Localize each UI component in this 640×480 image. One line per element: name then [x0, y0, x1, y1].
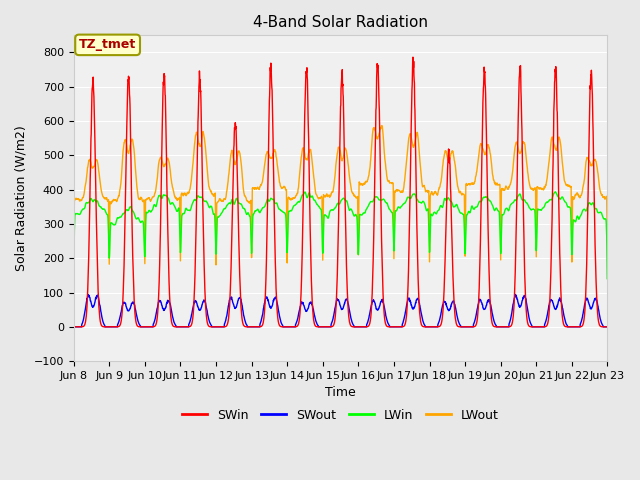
- Line: SWin: SWin: [74, 57, 607, 327]
- SWout: [511, 292, 519, 298]
- LWin: [70, 281, 77, 287]
- LWin: [495, 209, 503, 215]
- LWout: [496, 181, 504, 187]
- Line: LWout: LWout: [74, 126, 607, 265]
- SWout: [604, 324, 611, 330]
- SWout: [367, 303, 375, 309]
- LWin: [572, 219, 579, 225]
- LWin: [604, 276, 611, 282]
- SWin: [556, 268, 564, 274]
- SWout: [556, 298, 564, 304]
- LWin: [556, 196, 564, 202]
- LWout: [356, 180, 364, 186]
- LWin: [552, 189, 559, 195]
- SWout: [495, 324, 503, 330]
- LWout: [367, 145, 375, 151]
- SWin: [356, 324, 364, 330]
- LWin: [356, 214, 364, 220]
- Legend: SWin, SWout, LWin, LWout: SWin, SWout, LWin, LWout: [177, 404, 504, 427]
- X-axis label: Time: Time: [325, 386, 356, 399]
- SWin: [70, 324, 77, 330]
- SWout: [219, 324, 227, 330]
- LWin: [367, 199, 375, 204]
- Line: LWin: LWin: [74, 192, 607, 284]
- SWin: [367, 310, 375, 315]
- SWin: [409, 54, 417, 60]
- SWin: [572, 324, 579, 330]
- SWout: [70, 324, 77, 330]
- SWout: [572, 324, 579, 330]
- LWout: [219, 198, 227, 204]
- LWout: [70, 260, 77, 266]
- Y-axis label: Solar Radiation (W/m2): Solar Radiation (W/m2): [15, 125, 28, 271]
- LWout: [378, 123, 386, 129]
- LWout: [572, 192, 579, 198]
- SWin: [219, 324, 227, 330]
- SWout: [356, 324, 364, 330]
- SWin: [495, 324, 503, 330]
- LWout: [212, 262, 220, 268]
- Line: SWout: SWout: [74, 295, 607, 327]
- Title: 4-Band Solar Radiation: 4-Band Solar Radiation: [253, 15, 428, 30]
- LWout: [557, 141, 564, 146]
- Text: TZ_tmet: TZ_tmet: [79, 38, 136, 51]
- LWin: [219, 209, 227, 215]
- LWout: [604, 237, 611, 243]
- SWin: [604, 324, 611, 330]
